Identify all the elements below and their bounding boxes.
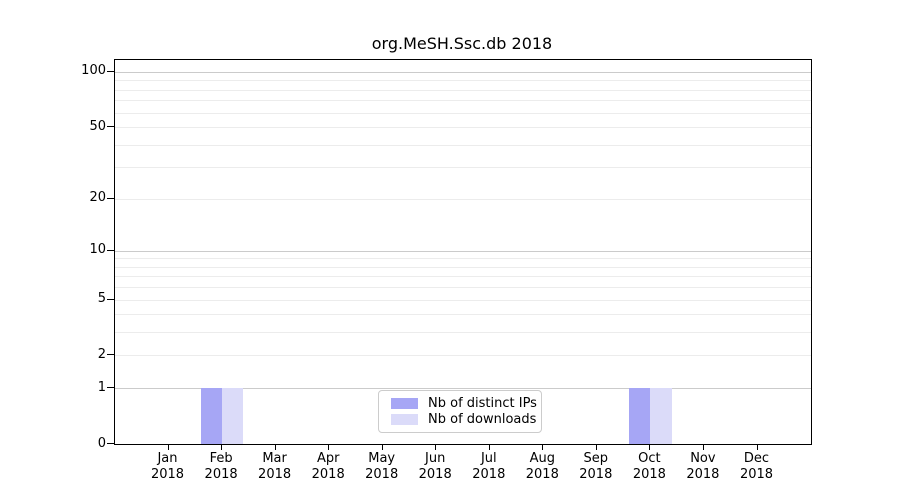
- y-axis-tick: [107, 249, 114, 251]
- x-axis-tick: [167, 444, 169, 450]
- y-tick-label: 0: [97, 435, 106, 451]
- gridline-minor: [115, 112, 811, 114]
- gridline-minor: [115, 276, 811, 278]
- gridline-minor: [115, 266, 811, 268]
- gridline-major: [115, 71, 811, 73]
- legend-swatch-distinct-ips: [391, 397, 418, 409]
- x-tick-label: Dec 2018: [739, 451, 774, 482]
- x-tick-label: Mar 2018: [258, 451, 292, 482]
- x-axis-tick: [756, 444, 758, 450]
- x-axis-tick: [381, 444, 383, 450]
- y-tick-label: 5: [97, 291, 106, 306]
- legend-item-distinct-ips: Nb of distinct IPs: [385, 395, 537, 411]
- y-tick-label: 10: [89, 242, 106, 258]
- gridline-minor: [115, 299, 811, 301]
- x-tick-label: Oct 2018: [632, 451, 666, 482]
- gridline-minor: [115, 89, 811, 91]
- y-axis-tick: [107, 70, 114, 72]
- x-axis-tick: [274, 444, 276, 450]
- gridline-minor: [115, 100, 811, 102]
- bar-distinct-ips-feb: [200, 388, 223, 444]
- y-axis-tick: [107, 197, 114, 199]
- x-tick-label: May 2018: [365, 451, 399, 482]
- chart-title: org.MeSH.Ssc.db 2018: [371, 34, 553, 53]
- gridline-major: [115, 250, 811, 252]
- gridline-minor: [115, 167, 811, 169]
- legend-item-downloads: Nb of downloads: [385, 412, 537, 428]
- x-axis-tick: [702, 444, 704, 450]
- x-axis-tick: [649, 444, 651, 450]
- y-axis-tick: [107, 354, 114, 356]
- x-tick-label: Jun 2018: [418, 451, 452, 482]
- y-axis-tick: [107, 443, 114, 444]
- x-tick-label: Aug 2018: [525, 451, 559, 482]
- x-tick-label: Jul 2018: [472, 451, 506, 482]
- x-tick-label: Apr 2018: [311, 451, 345, 482]
- bar-distinct-ips-oct: [629, 388, 651, 444]
- x-tick-label: Nov 2018: [686, 451, 720, 482]
- legend-swatch-downloads: [391, 414, 418, 426]
- gridline-minor: [115, 332, 811, 334]
- x-axis-tick: [595, 444, 597, 450]
- gridline-minor: [115, 314, 811, 316]
- bar-downloads-oct: [650, 388, 672, 444]
- gridline-minor: [115, 144, 811, 146]
- y-axis-tick: [107, 126, 114, 127]
- x-tick-label: Jan 2018: [150, 451, 185, 482]
- legend-label: Nb of distinct IPs: [428, 395, 537, 411]
- legend-label: Nb of downloads: [428, 412, 537, 428]
- y-tick-label: 20: [89, 190, 106, 205]
- y-tick-label: 50: [89, 118, 106, 134]
- y-tick-label: 2: [97, 346, 106, 362]
- x-axis-tick: [221, 444, 223, 450]
- gridline-major: [115, 388, 811, 390]
- x-axis-tick: [435, 444, 437, 450]
- bar-downloads-feb: [222, 388, 244, 444]
- gridline-minor: [115, 127, 811, 128]
- x-axis-tick: [328, 444, 330, 450]
- gridline-minor: [115, 258, 811, 260]
- y-axis-tick: [107, 298, 114, 300]
- plot-area: [114, 59, 812, 445]
- y-tick-label: 1: [97, 379, 106, 395]
- x-axis-tick: [488, 444, 490, 450]
- x-tick-label: Sep 2018: [579, 451, 613, 482]
- gridline-minor: [115, 80, 811, 82]
- legend: Nb of distinct IPs Nb of downloads: [378, 390, 542, 433]
- y-tick-label: 100: [81, 63, 106, 79]
- gridline-minor: [115, 287, 811, 289]
- x-axis-tick: [542, 444, 544, 450]
- gridline-minor: [115, 355, 811, 357]
- gridline-minor: [115, 198, 811, 200]
- x-tick-label: Feb 2018: [204, 451, 238, 482]
- y-axis-tick: [107, 387, 114, 389]
